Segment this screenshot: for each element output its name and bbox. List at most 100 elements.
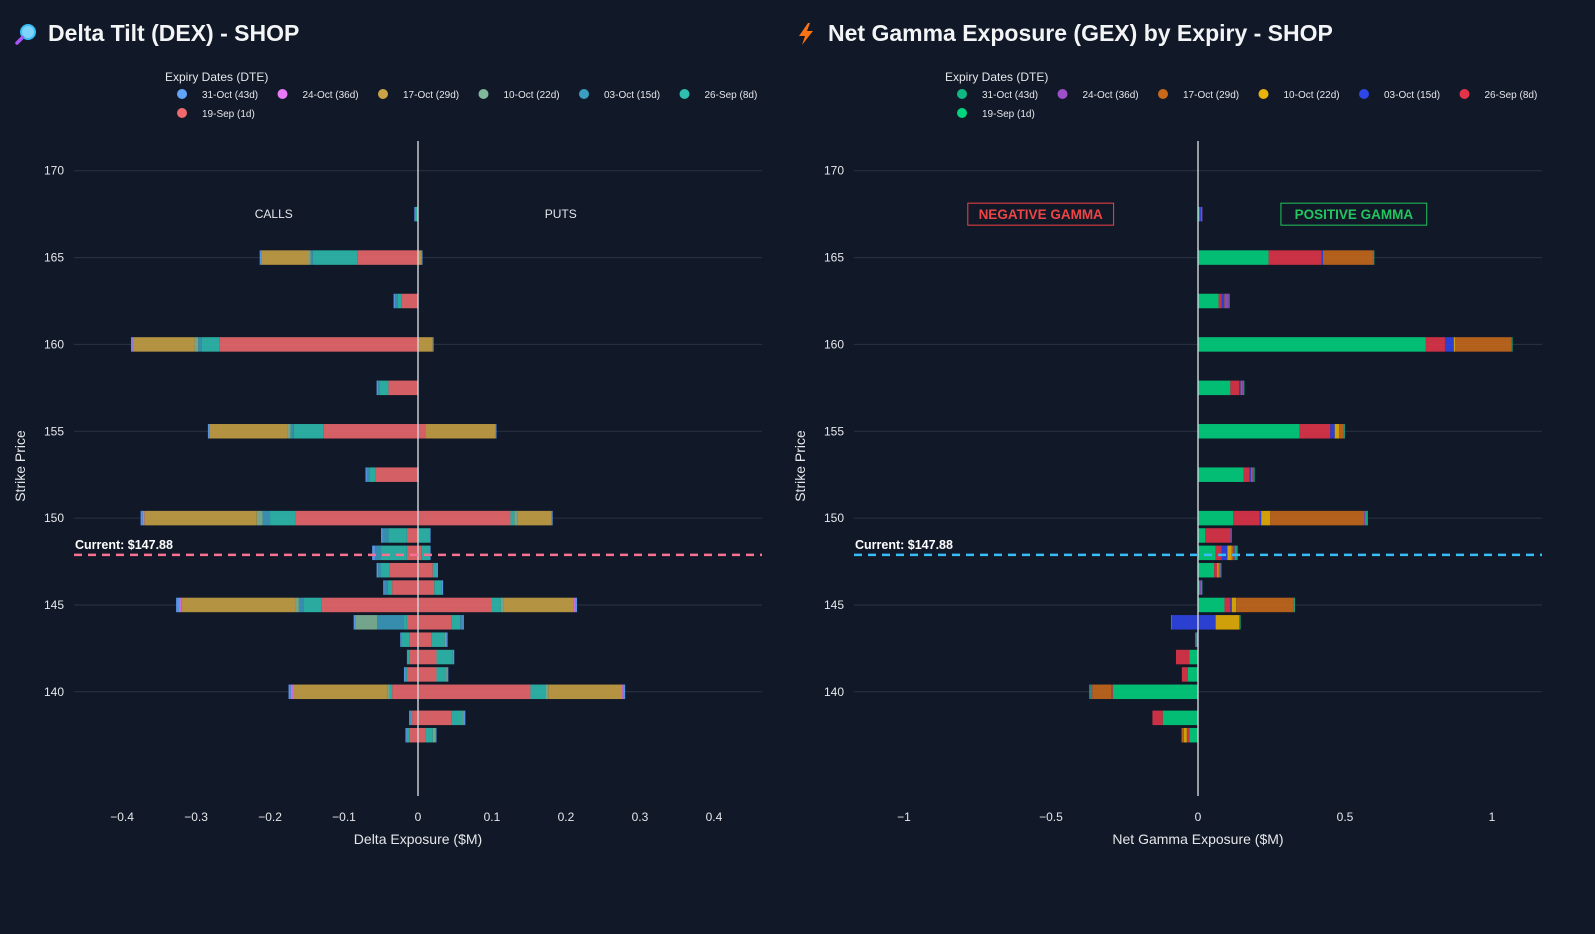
bar-31-oct — [1200, 580, 1203, 595]
bar-24-oct — [1090, 684, 1093, 700]
bar-31-oct — [1294, 597, 1296, 613]
bar-31-oct — [436, 562, 438, 578]
bar-19-sep — [401, 293, 418, 309]
bar-19-sep — [1198, 562, 1215, 578]
bar-17-oct — [1092, 684, 1112, 700]
bar-31-oct — [400, 632, 402, 647]
bar-26-sep — [388, 528, 407, 543]
y-tick-label: 170 — [824, 164, 844, 178]
y-tick-label: 165 — [44, 251, 64, 265]
bar-26-sep — [431, 632, 445, 647]
bar-31-oct — [1373, 250, 1375, 265]
bar-24-oct — [573, 597, 576, 613]
x-tick-label: 0.3 — [632, 810, 649, 824]
lightning-icon — [794, 22, 818, 46]
bar-19-sep — [418, 562, 433, 578]
bar-17-oct — [1250, 467, 1253, 482]
bar-31-oct — [1230, 528, 1232, 543]
annotation-label: POSITIVE GAMMA — [1295, 207, 1414, 222]
bar-26-sep — [379, 380, 389, 396]
bar-24-oct — [622, 684, 624, 700]
bar-03-oct — [198, 337, 202, 352]
bar-26-sep — [491, 597, 501, 613]
bar-03-oct — [1239, 380, 1241, 396]
bar-26-sep — [1224, 597, 1231, 613]
bar-03-oct — [1171, 615, 1198, 630]
bar-17-oct — [1231, 545, 1234, 561]
bar-03-oct — [395, 293, 398, 309]
current-price-label: Current: $147.88 — [75, 538, 173, 552]
bar-31-oct — [1170, 615, 1172, 630]
bar-31-oct — [405, 727, 407, 743]
bar-31-oct — [575, 597, 578, 613]
bar-26-sep — [1218, 293, 1222, 309]
bar-03-oct — [262, 510, 271, 526]
x-tick-label: 0.4 — [706, 810, 723, 824]
bar-10-oct — [1453, 337, 1456, 352]
bar-31-oct — [176, 597, 180, 613]
bar-31-oct — [429, 528, 431, 543]
bar-17-oct — [261, 250, 309, 265]
bar-19-sep — [406, 528, 418, 543]
bar-26-sep — [1152, 710, 1163, 726]
bar-24-oct — [1233, 545, 1235, 561]
bar-19-sep — [418, 649, 437, 665]
bar-24-oct — [1252, 467, 1254, 482]
bar-19-sep — [1198, 424, 1300, 439]
annotation-label: PUTS — [545, 207, 577, 221]
delta-tilt-title: Delta Tilt (DEX) - SHOP — [14, 20, 299, 47]
bar-19-sep — [357, 250, 418, 265]
y-axis-title: Strike Price — [12, 430, 28, 502]
bar-17-oct — [209, 424, 288, 439]
bar-19-sep — [295, 510, 418, 526]
bar-26-sep — [1425, 337, 1445, 352]
x-tick-label: −0.1 — [332, 810, 356, 824]
legend-marker — [1158, 89, 1168, 99]
bar-03-oct — [310, 250, 313, 265]
bar-10-oct — [1231, 597, 1237, 613]
bar-24-oct — [1242, 380, 1244, 396]
bar-31-oct — [446, 667, 449, 682]
bar-26-sep — [510, 510, 515, 526]
bar-31-oct — [1228, 293, 1230, 309]
bar-31-oct — [409, 710, 411, 726]
bar-26-sep — [1215, 545, 1222, 561]
bar-10-oct — [308, 250, 311, 265]
delta-tilt-chart: Expiry Dates (DTE) 31-Oct (43d) 24-Oct (36… — [12, 70, 762, 847]
legend-label: 24-Oct (36d) — [1083, 90, 1139, 101]
bar-31-oct — [376, 380, 379, 396]
bar-26-sep — [421, 545, 430, 561]
x-tick-label: 0 — [415, 810, 422, 824]
bar-31-oct — [383, 580, 385, 595]
bar-03-oct — [366, 467, 370, 482]
bar-26-sep — [406, 727, 410, 743]
legend-marker — [1057, 89, 1068, 99]
bar-26-sep — [418, 528, 430, 543]
bar-26-sep — [389, 684, 393, 700]
y-tick-label: 155 — [824, 424, 844, 438]
y-axis-title: Strike Price — [792, 430, 808, 502]
bar-31-oct — [462, 615, 464, 630]
annotation-box — [1280, 202, 1428, 226]
bar-26-sep — [425, 727, 433, 743]
bar-19-sep — [1162, 710, 1198, 726]
bar-03-oct — [382, 528, 389, 543]
bar-19-sep — [375, 467, 418, 482]
bar-17-oct — [1339, 424, 1344, 439]
bar-26-sep — [201, 337, 220, 352]
bar-10-oct — [1261, 510, 1271, 526]
bar-26-sep — [432, 562, 437, 578]
bar-26-sep — [451, 615, 461, 630]
bar-31-oct — [288, 684, 291, 700]
bar-03-oct — [1221, 545, 1228, 561]
bar-26-sep — [1268, 250, 1322, 265]
legend-marker — [679, 89, 690, 99]
legend-marker — [1359, 89, 1369, 99]
bar-19-sep — [1198, 597, 1225, 613]
bar-10-oct — [500, 597, 504, 613]
y-tick-label: 170 — [44, 164, 64, 178]
bar-31-oct — [1344, 424, 1345, 439]
bar-24-oct — [261, 250, 262, 265]
legend-marker — [1459, 89, 1470, 99]
bar-31-oct — [446, 632, 448, 647]
